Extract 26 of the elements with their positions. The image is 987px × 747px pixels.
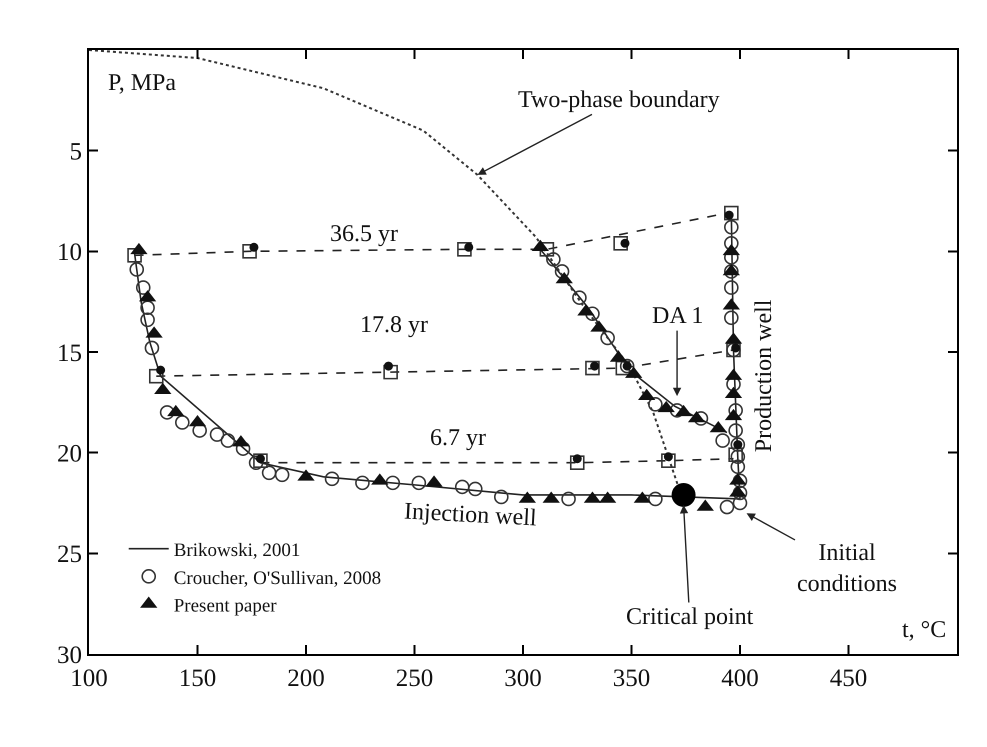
y-tick-label: 15 [57, 340, 82, 367]
annotation: 36.5 yr [330, 221, 398, 247]
x-axis-title: t, °C [902, 617, 946, 643]
y-tick-label: 20 [57, 440, 82, 468]
y-tick-label: 25 [57, 541, 82, 568]
y-axis-title: P, MPa [108, 70, 176, 96]
legend-label: Brikowski, 2001 [174, 540, 300, 562]
x-tick-label: 200 [287, 665, 325, 692]
x-tick-label: 350 [612, 665, 650, 692]
annotation: 6.7 yr [430, 425, 486, 451]
x-tick-label: 450 [830, 665, 868, 692]
x-tick-label: 300 [504, 665, 542, 692]
annotation: 17.8 yr [360, 312, 428, 338]
annotation: Two-phase boundary [518, 87, 720, 113]
annotation: Production well [750, 299, 777, 452]
legend-label: Croucher, O'Sullivan, 2008 [174, 568, 382, 589]
annotation: Initial conditions [797, 540, 897, 598]
y-tick-label: 10 [57, 239, 82, 266]
x-tick-label: 250 [396, 665, 434, 692]
annotation: Critical point [626, 604, 754, 630]
annotation: DA 1 [652, 303, 704, 329]
annotation: Injection well [403, 498, 538, 532]
y-tick-label: 5 [70, 138, 82, 166]
legend-label: Present paper [174, 595, 278, 616]
x-tick-label: 400 [721, 665, 759, 692]
x-tick-label: 150 [178, 665, 216, 692]
